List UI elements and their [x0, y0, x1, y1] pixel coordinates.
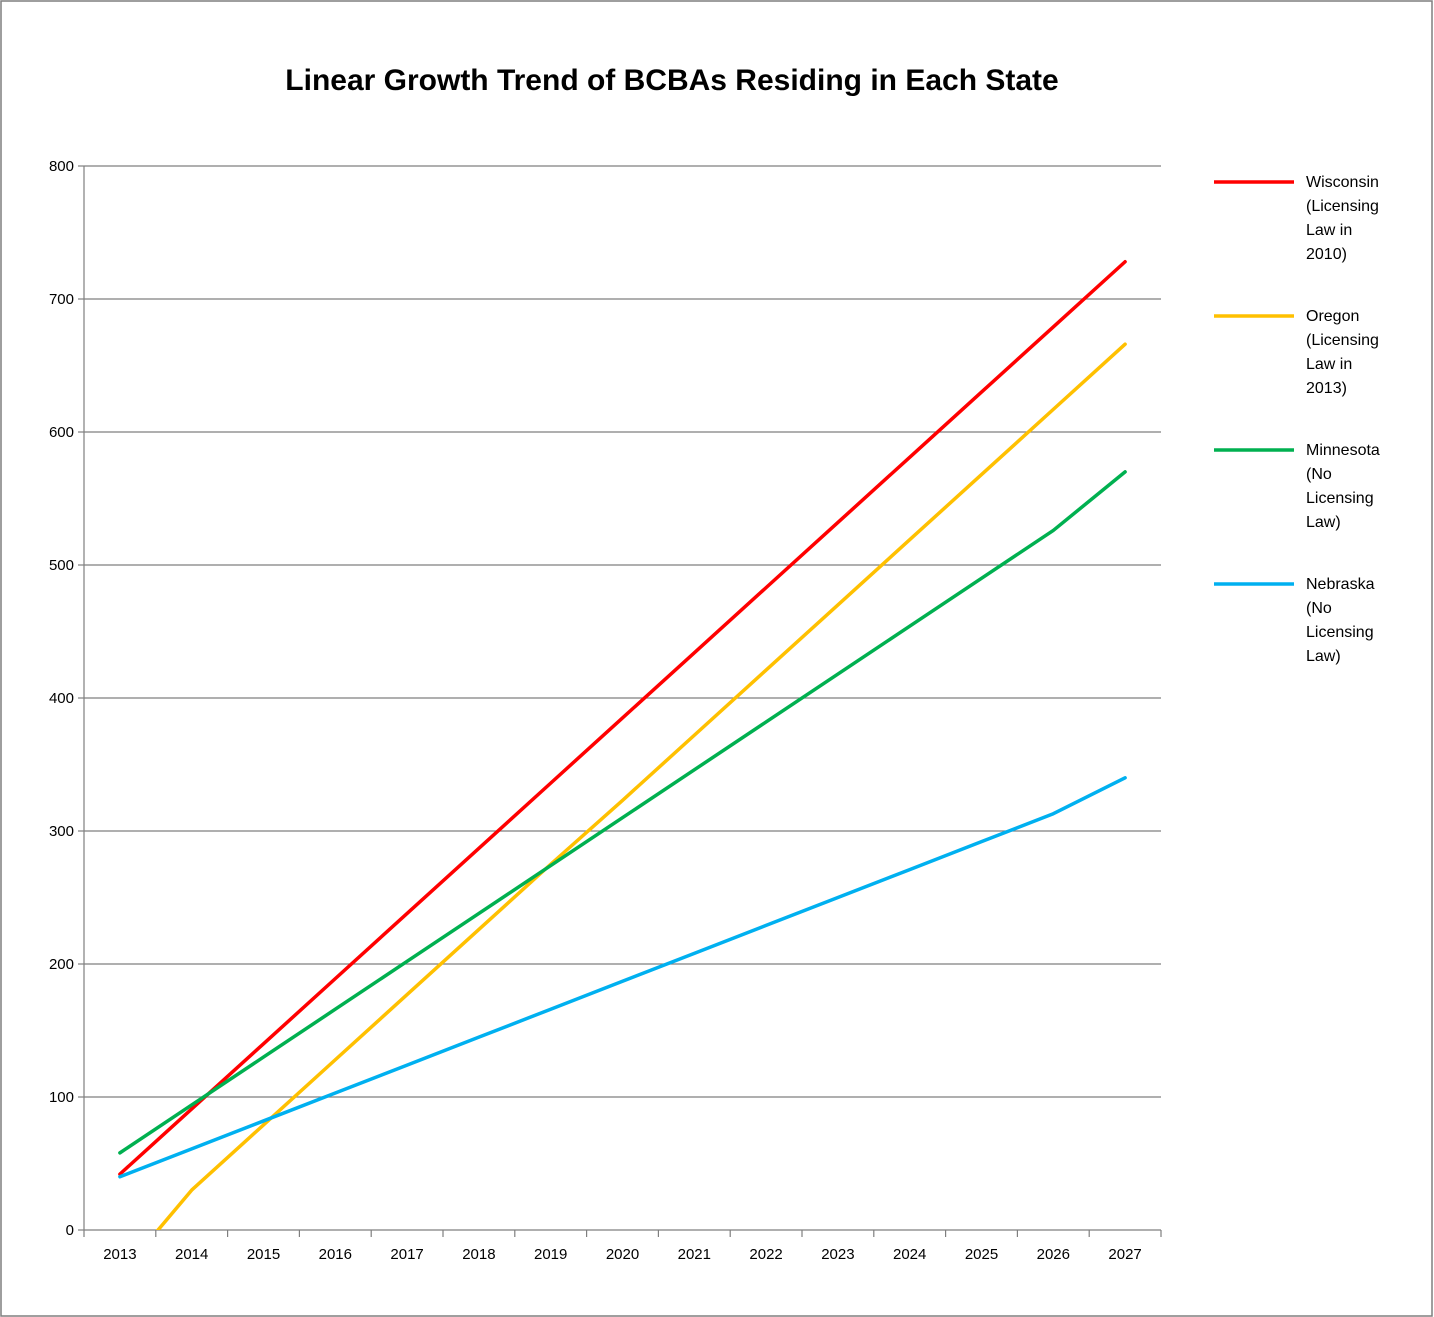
y-tick-label: 700 — [49, 291, 74, 308]
series-line-oregon — [155, 342, 1127, 1230]
legend-label-line: (Licensing — [1306, 198, 1379, 215]
axes — [78, 165, 1162, 1237]
legend-item-oregon: Oregon (Licensing Law in 2013) — [1214, 308, 1379, 397]
legend-label-line: (No — [1306, 600, 1332, 617]
x-tick-label-2019: 2019 — [534, 1246, 567, 1263]
y-tick-label: 100 — [49, 1089, 74, 1106]
legend-label-line: Nebraska — [1306, 576, 1375, 593]
series-line-nebraska — [118, 776, 1127, 1179]
x-tick-label-2026: 2026 — [1037, 1246, 1070, 1263]
y-tick-label: 400 — [49, 690, 74, 707]
y-axis-ticks: 0 100 200 300 400 500 600 700 800 — [49, 158, 74, 1239]
x-tick-label-2022: 2022 — [749, 1246, 782, 1263]
legend-label-line: Licensing — [1306, 624, 1374, 641]
x-tick-label-2016: 2016 — [319, 1246, 352, 1263]
legend: Wisconsin (Licensing Law in 2010) Oregon (Lic… — [1214, 174, 1380, 665]
series-line-wisconsin — [118, 260, 1127, 1176]
legend-label-line: 2013) — [1306, 380, 1347, 397]
series-lines — [118, 260, 1127, 1230]
y-tick-label: 800 — [49, 158, 74, 175]
legend-label: Minnesota (No Licensing Law) — [1306, 442, 1380, 531]
legend-label-line: Law) — [1306, 514, 1341, 531]
x-axis-ticks: 2013 2014 2015 2016 2017 2018 2019 2020 2021 2022… — [103, 1246, 1142, 1263]
y-tick-label: 0 — [66, 1222, 74, 1239]
x-tick-label-2020: 2020 — [606, 1246, 639, 1263]
gridlines — [84, 165, 1161, 1098]
x-tick-label-2018: 2018 — [462, 1246, 495, 1263]
x-tick-label-2024: 2024 — [893, 1246, 926, 1263]
legend-label-line: Law) — [1306, 648, 1341, 665]
legend-label-line: Licensing — [1306, 490, 1374, 507]
legend-label-line: Law in — [1306, 222, 1352, 239]
y-tick-label: 500 — [49, 557, 74, 574]
legend-label: Wisconsin (Licensing Law in 2010) — [1306, 174, 1379, 263]
x-tick-label-2027: 2027 — [1108, 1246, 1141, 1263]
x-tick-label-2015: 2015 — [247, 1246, 280, 1263]
chart-title: Linear Growth Trend of BCBAs Residing in… — [285, 64, 1058, 97]
x-tick-label-2023: 2023 — [821, 1246, 854, 1263]
series-line-minnesota — [118, 470, 1127, 1155]
legend-label-line: (Licensing — [1306, 332, 1379, 349]
legend-label-line: (No — [1306, 466, 1332, 483]
legend-label-line: Law in — [1306, 356, 1352, 373]
legend-label: Oregon (Licensing Law in 2013) — [1306, 308, 1379, 397]
x-tick-label-2014: 2014 — [175, 1246, 208, 1263]
legend-label: Nebraska (No Licensing Law) — [1306, 576, 1375, 665]
x-tick-label-2025: 2025 — [965, 1246, 998, 1263]
legend-item-nebraska: Nebraska (No Licensing Law) — [1214, 576, 1375, 665]
legend-label-line: Oregon — [1306, 308, 1359, 325]
legend-label-line: 2010) — [1306, 246, 1347, 263]
y-tick-label: 600 — [49, 424, 74, 441]
legend-label-line: Minnesota — [1306, 442, 1380, 459]
y-tick-label: 300 — [49, 823, 74, 840]
x-tick-label-2017: 2017 — [390, 1246, 423, 1263]
x-tick-label-2021: 2021 — [678, 1246, 711, 1263]
x-tick-label-2013: 2013 — [103, 1246, 136, 1263]
legend-label-line: Wisconsin — [1306, 174, 1379, 191]
legend-item-minnesota: Minnesota (No Licensing Law) — [1214, 442, 1380, 531]
legend-item-wisconsin: Wisconsin (Licensing Law in 2010) — [1214, 174, 1379, 263]
y-tick-label: 200 — [49, 956, 74, 973]
